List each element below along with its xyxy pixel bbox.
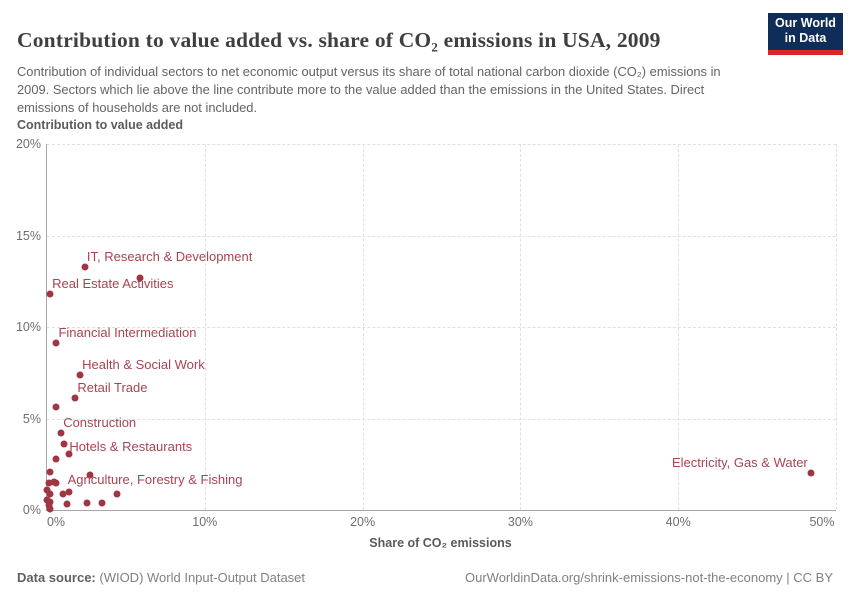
- data-source-text: (WIOD) World Input-Output Dataset: [95, 570, 306, 585]
- data-point[interactable]: [46, 468, 54, 476]
- y-tick-label: 0%: [22, 503, 41, 517]
- y-tick-label: 20%: [15, 137, 41, 151]
- data-point[interactable]: [63, 500, 71, 508]
- x-tick-label: 30%: [507, 515, 533, 529]
- data-point[interactable]: [46, 490, 54, 498]
- x-tick-label: 0%: [46, 515, 66, 529]
- h-gridline: [47, 418, 836, 420]
- data-point[interactable]: [81, 263, 89, 271]
- y-tick-label: 5%: [22, 411, 41, 426]
- point-label: Construction: [63, 415, 137, 431]
- y-tick-label: 15%: [15, 228, 41, 243]
- owid-logo[interactable]: Our World in Data: [768, 13, 843, 55]
- owid-logo-red-bar: [768, 50, 843, 55]
- data-point[interactable]: [59, 490, 67, 498]
- h-gridline: [47, 144, 836, 145]
- footer: Data source: (WIOD) World Input-Output D…: [17, 570, 833, 585]
- footer-attribution-link[interactable]: OurWorldinData.org/shrink-emissions-not-…: [465, 570, 833, 585]
- v-gridline: [204, 144, 206, 510]
- data-point[interactable]: [57, 429, 65, 437]
- data-point[interactable]: [86, 471, 94, 479]
- point-label: Real Estate Activities: [52, 276, 174, 292]
- data-point[interactable]: [52, 455, 60, 463]
- point-label: Financial Intermediation: [58, 325, 197, 341]
- x-tick-label: 10%: [192, 515, 218, 529]
- data-source-label: Data source:: [17, 570, 96, 585]
- data-point[interactable]: [52, 339, 60, 347]
- data-point[interactable]: [136, 274, 144, 282]
- x-tick-label: 50%: [809, 515, 835, 529]
- data-point[interactable]: [46, 505, 54, 513]
- x-tick-label: 40%: [665, 515, 691, 529]
- x-axis-title: Share of CO₂ emissions: [369, 536, 512, 550]
- data-point[interactable]: [45, 501, 53, 509]
- data-point[interactable]: [43, 486, 51, 494]
- h-gridline: [47, 235, 836, 237]
- data-point[interactable]: [83, 499, 91, 507]
- data-point[interactable]: [52, 403, 60, 411]
- chart-subtitle: Contribution of individual sectors to ne…: [17, 63, 721, 115]
- x-tick-label: 20%: [350, 515, 376, 529]
- data-point[interactable]: [71, 394, 79, 402]
- data-point[interactable]: [98, 499, 106, 507]
- chart-title: Contribution to value added vs. share of…: [17, 28, 661, 53]
- data-point[interactable]: [60, 440, 68, 448]
- point-label: Hotels & Restaurants: [69, 439, 193, 455]
- v-gridline: [836, 144, 837, 510]
- point-label: Retail Trade: [77, 380, 148, 396]
- point-label: Health & Social Work: [82, 356, 205, 372]
- data-point[interactable]: [45, 479, 53, 487]
- data-point[interactable]: [46, 290, 54, 298]
- point-label: Electricity, Gas & Water: [671, 455, 808, 471]
- plot-area: 0% 5% 10% 15% 20% 0% 10% 20% 30% 40% 50% IT, Resear…: [16, 137, 837, 529]
- h-gridline: [47, 327, 836, 328]
- owid-logo-box: Our World in Data: [768, 13, 843, 50]
- v-gridline: [520, 144, 522, 510]
- owid-logo-line1: Our World: [775, 16, 836, 30]
- data-point[interactable]: [50, 478, 58, 486]
- v-gridline: [362, 144, 364, 510]
- data-point[interactable]: [65, 450, 73, 458]
- v-gridline: [678, 144, 680, 510]
- data-point[interactable]: [113, 490, 121, 498]
- y-axis-title: Contribution to value added: [17, 118, 183, 132]
- data-source: Data source: (WIOD) World Input-Output D…: [17, 570, 305, 585]
- owid-logo-line2: in Data: [784, 31, 827, 45]
- point-label: IT, Research & Development: [86, 248, 253, 264]
- data-point[interactable]: [807, 469, 815, 477]
- point-label: Agriculture, Forestry & Fishing: [67, 472, 243, 488]
- data-point[interactable]: [65, 488, 73, 496]
- y-tick-label: 10%: [15, 320, 41, 334]
- data-point[interactable]: [76, 371, 84, 379]
